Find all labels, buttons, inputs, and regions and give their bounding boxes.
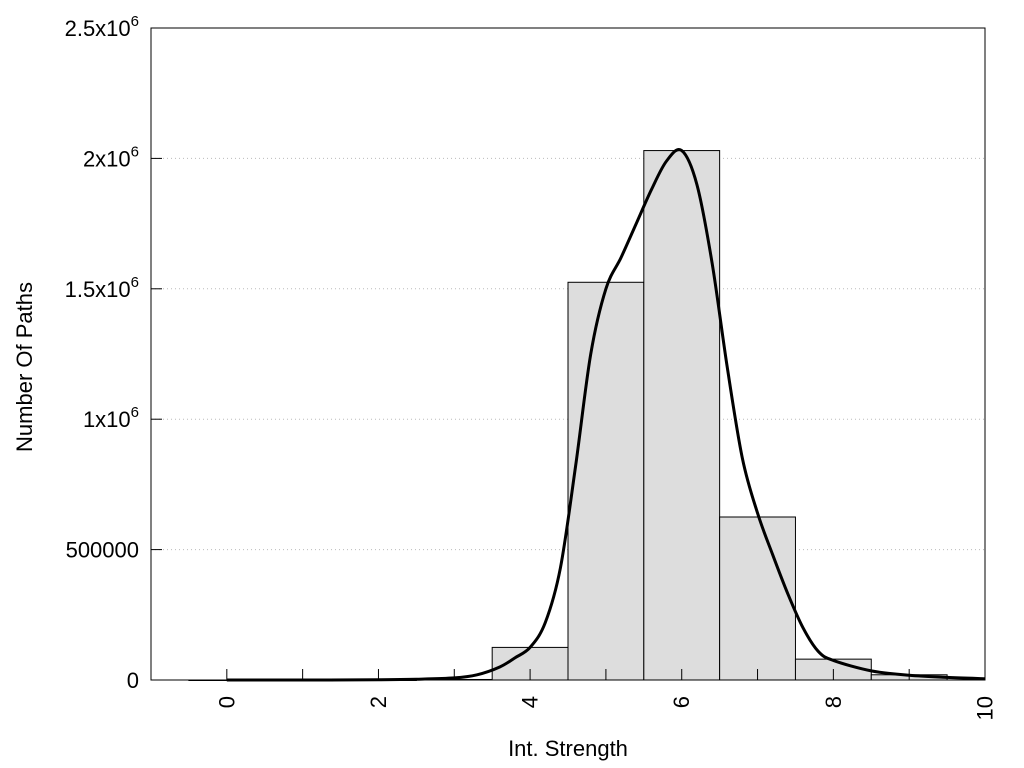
y-tick-label-4: 2x106 bbox=[83, 143, 139, 171]
x-tick-label-4: 4 bbox=[518, 696, 543, 708]
bar-5 bbox=[567, 281, 645, 681]
x-axis-label: Int. Strength bbox=[508, 736, 628, 761]
curve-group bbox=[226, 148, 986, 682]
x-tick-label-0: 0 bbox=[214, 696, 239, 708]
y-tick-label-2: 1x106 bbox=[83, 404, 139, 432]
y-tick-label-1: 500000 bbox=[66, 538, 139, 563]
y-axis-ticks: 0 500000 1x106 1.5x106 2x106 2.5x106 bbox=[65, 13, 162, 693]
bar-7 bbox=[719, 516, 796, 681]
y-tick-label-0: 0 bbox=[127, 668, 139, 693]
y-tick-label-5: 2.5x106 bbox=[65, 13, 139, 41]
x-axis-ticks: 0 2 4 6 8 10 bbox=[214, 669, 998, 720]
bar-6 bbox=[643, 150, 721, 681]
y-axis-label: Number Of Paths bbox=[12, 282, 37, 452]
x-tick-label-10: 10 bbox=[973, 696, 998, 720]
bar-group bbox=[188, 150, 948, 681]
x-tick-label-6: 6 bbox=[669, 696, 694, 708]
x-tick-label-8: 8 bbox=[821, 696, 846, 708]
y-tick-label-3: 1.5x106 bbox=[65, 274, 139, 302]
fit-curve bbox=[226, 148, 986, 682]
plot-frame bbox=[150, 27, 986, 681]
x-tick-label-2: 2 bbox=[366, 696, 391, 708]
